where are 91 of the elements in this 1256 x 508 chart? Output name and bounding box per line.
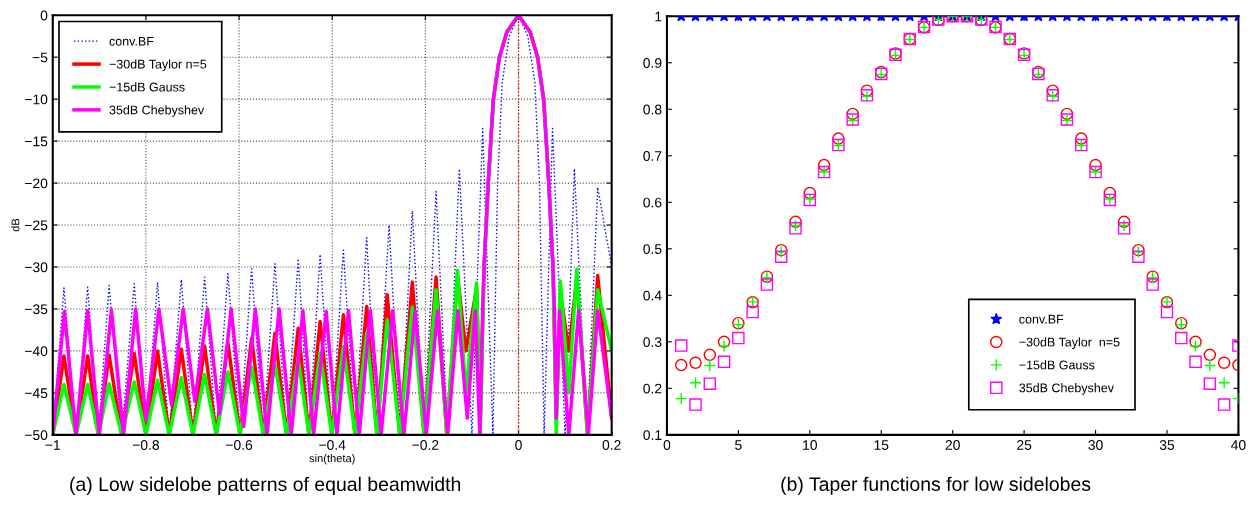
- x-tick-label: −0.8: [132, 440, 160, 450]
- x-tick-label: 0: [515, 440, 522, 450]
- point: [846, 107, 859, 121]
- point: [703, 359, 717, 372]
- legend-label: 35dB Chebyshev: [1019, 383, 1114, 395]
- text: (a) Low sidelobe patterns of equal beamwidth: [70, 476, 461, 495]
- point: [760, 278, 774, 291]
- point: [1146, 278, 1159, 291]
- x-tick-label: 0.2: [602, 440, 621, 450]
- point: [689, 356, 702, 370]
- x-tick-label: 20: [945, 440, 960, 450]
- y-tick-label: 0.1: [643, 430, 662, 441]
- point: [1117, 215, 1131, 229]
- y-tick-label: −30: [25, 262, 48, 273]
- legend-label: −30dB Taylor n=5: [1019, 337, 1120, 349]
- legend-label: conv.BF: [109, 36, 154, 46]
- y-tick-label: 0.9: [643, 58, 662, 68]
- point: [1217, 376, 1231, 390]
- point: [674, 392, 688, 405]
- y-tick-label: −50: [25, 430, 48, 441]
- point: [1203, 377, 1217, 390]
- point: [1217, 398, 1231, 411]
- point: [1189, 335, 1202, 349]
- x-tick-label: 0: [663, 440, 671, 450]
- point: [703, 377, 717, 390]
- point: [1160, 305, 1174, 319]
- point: [817, 158, 831, 172]
- y-tick-label: 0.7: [643, 151, 662, 161]
- x-tick-label: 25: [1017, 440, 1032, 450]
- y-tick-label: −25: [25, 220, 48, 231]
- point: [803, 186, 817, 200]
- x-tick-label: 15: [874, 440, 889, 450]
- x-tick-label: −0.4: [319, 440, 346, 450]
- legend-label: −15dB Gauss: [1019, 360, 1095, 370]
- x-tick-label: 40: [1231, 440, 1246, 450]
- point: [689, 398, 702, 411]
- y-tick-label: 0.6: [643, 197, 662, 208]
- point: [732, 331, 745, 345]
- point: [746, 305, 759, 319]
- y-tick-label: 0.4: [643, 290, 662, 301]
- point: [774, 250, 788, 263]
- x-tick-label: 5: [735, 440, 742, 450]
- point: [1189, 339, 1202, 353]
- point: [832, 132, 845, 145]
- x-tick-label: −0.2: [412, 440, 439, 450]
- point: [717, 339, 731, 353]
- y-tick-label: 1: [655, 11, 662, 22]
- text: (b) Taper functions for low sidelobes: [781, 476, 1091, 495]
- legend-label: 35dB Chebyshev: [109, 105, 205, 117]
- point: [789, 215, 802, 229]
- y-tick-label: 0: [40, 10, 48, 21]
- y-tick-label: 0.8: [643, 104, 662, 115]
- legend-label: −30dB Taylor n=5: [109, 59, 207, 72]
- x-tick-label: 10: [803, 440, 817, 450]
- point: [860, 84, 874, 97]
- y-tick-label: −15: [25, 136, 48, 147]
- point: [717, 335, 731, 349]
- y-tick-label: −5: [32, 52, 48, 63]
- point: [1217, 356, 1231, 370]
- legend-label: −15dB Gauss: [109, 82, 185, 92]
- x-axis-title: sin(theta): [309, 454, 355, 465]
- point: [674, 339, 688, 352]
- point: [674, 358, 688, 372]
- point: [703, 348, 717, 362]
- point: [1203, 348, 1217, 362]
- point: [717, 355, 731, 369]
- line-series: [52, 15, 612, 435]
- y-axis-title: dB: [11, 218, 20, 232]
- point: [1103, 186, 1117, 200]
- point: [1203, 359, 1217, 372]
- point: [689, 376, 702, 390]
- y-tick-label: 0.2: [643, 383, 662, 394]
- y-tick-label: −35: [25, 304, 48, 315]
- y-tick-label: 0.3: [643, 337, 662, 347]
- y-tick-label: −10: [25, 94, 48, 105]
- x-tick-label: 35: [1159, 440, 1175, 450]
- point: [1060, 107, 1074, 121]
- y-tick-label: −40: [25, 346, 48, 357]
- y-tick-label: −20: [25, 178, 48, 189]
- point: [1089, 158, 1102, 172]
- point: [1175, 331, 1188, 345]
- point: [1132, 250, 1145, 263]
- x-tick-label: −1: [45, 440, 60, 450]
- point: [1046, 84, 1059, 97]
- legend-label: conv.BF: [1019, 314, 1064, 324]
- point: [1075, 132, 1088, 145]
- point: [1189, 355, 1202, 369]
- y-tick-label: −45: [25, 388, 48, 399]
- y-tick-label: 0.5: [643, 244, 662, 254]
- x-tick-label: −0.6: [226, 440, 253, 450]
- x-tick-label: 30: [1088, 440, 1103, 450]
